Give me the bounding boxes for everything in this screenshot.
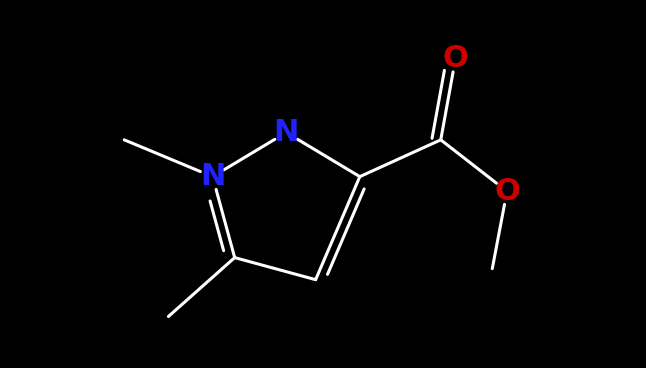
Text: O: O — [494, 177, 520, 206]
Text: N: N — [200, 162, 225, 191]
Text: N: N — [273, 118, 299, 147]
Text: O: O — [443, 45, 468, 73]
